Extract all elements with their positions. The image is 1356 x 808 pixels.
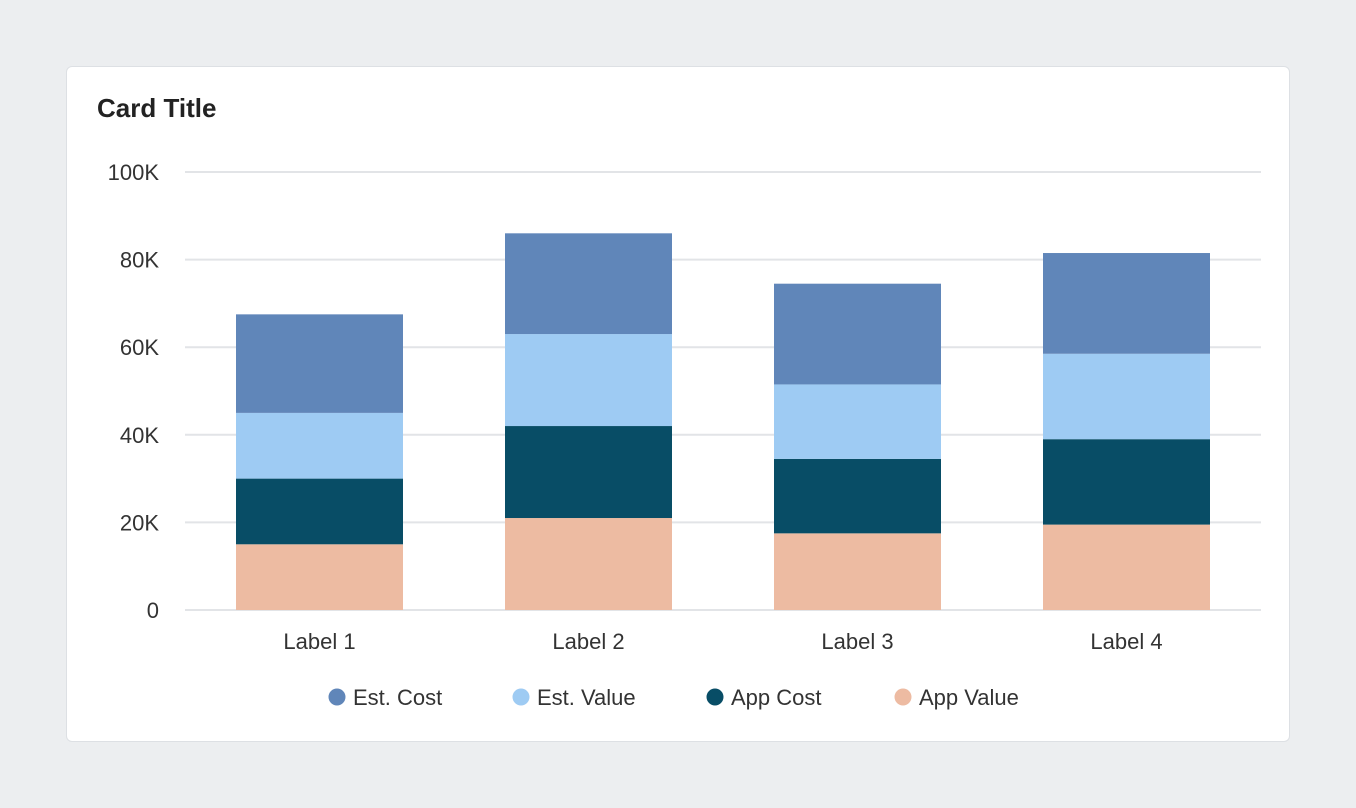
y-tick-label: 0 bbox=[147, 598, 159, 623]
bar-segment[interactable] bbox=[1043, 524, 1210, 610]
legend-label[interactable]: Est. Value bbox=[537, 685, 636, 710]
x-tick-label: Label 4 bbox=[1090, 629, 1162, 654]
bar-segment[interactable] bbox=[1043, 353, 1210, 440]
bar-segment[interactable] bbox=[505, 518, 672, 610]
bar-segment[interactable] bbox=[505, 426, 672, 519]
legend-label[interactable]: App Cost bbox=[731, 685, 822, 710]
y-tick-label: 60K bbox=[120, 335, 159, 360]
y-axis-ticks: 0 20K 40K 60K 80K 100K bbox=[108, 160, 160, 623]
y-tick-label: 20K bbox=[120, 510, 159, 535]
bars bbox=[236, 233, 1210, 610]
y-tick-label: 80K bbox=[120, 248, 159, 273]
bar-segment[interactable] bbox=[236, 314, 403, 413]
legend-swatch bbox=[706, 688, 724, 706]
bar-segment[interactable] bbox=[774, 533, 941, 610]
bar-segment[interactable] bbox=[505, 334, 672, 427]
legend-label[interactable]: Est. Cost bbox=[353, 685, 442, 710]
x-tick-label: Label 1 bbox=[283, 629, 355, 654]
y-tick-label: 100K bbox=[108, 160, 160, 185]
legend-label[interactable]: App Value bbox=[919, 685, 1019, 710]
legend-swatch bbox=[328, 688, 346, 706]
bar-segment[interactable] bbox=[774, 384, 941, 459]
bar-segment[interactable] bbox=[505, 233, 672, 335]
x-tick-label: Label 3 bbox=[821, 629, 893, 654]
x-axis-ticks: Label 1 Label 2 Label 3 Label 4 bbox=[283, 629, 1162, 654]
y-tick-label: 40K bbox=[120, 423, 159, 448]
bar-segment[interactable] bbox=[774, 283, 941, 385]
legend-swatch bbox=[512, 688, 530, 706]
bar-segment[interactable] bbox=[774, 458, 941, 534]
legend-swatch bbox=[894, 688, 912, 706]
bar-segment[interactable] bbox=[236, 478, 403, 545]
bar-segment[interactable] bbox=[236, 544, 403, 610]
bar-segment[interactable] bbox=[1043, 439, 1210, 525]
chart-card: Card Title 0 20K 40K 60K 80K 100K Label 1 Labe… bbox=[66, 66, 1290, 742]
x-tick-label: Label 2 bbox=[552, 629, 624, 654]
legend: Est. Cost Est. Value App Cost App Value bbox=[328, 685, 1019, 710]
bar-segment[interactable] bbox=[1043, 253, 1210, 354]
card-title: Card Title bbox=[97, 93, 217, 123]
bar-segment[interactable] bbox=[236, 412, 403, 479]
